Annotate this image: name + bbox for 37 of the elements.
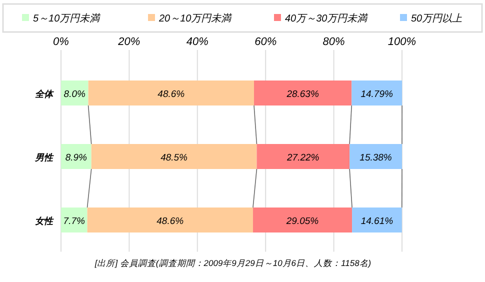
bar: [256, 144, 350, 169]
bar: [252, 208, 352, 232]
data-label: 14.61%: [360, 216, 394, 227]
bar: [352, 208, 402, 232]
x-tick-label: 40%: [186, 36, 209, 48]
legend-label: 5～10万円未満: [33, 12, 102, 24]
legend-label: 20～10万円未満: [158, 12, 234, 24]
data-label: 48.6%: [156, 216, 184, 227]
x-tick-label: 0%: [53, 36, 70, 48]
data-label: 14.79%: [360, 89, 394, 100]
text: [出所] 会員調査(調査期間：2009年9月29日～10月6日、人数：1158名): [94, 258, 372, 268]
legend-label: 40万～30万円未満: [285, 12, 370, 24]
x-tick-label: 60%: [254, 36, 277, 48]
bar: [88, 80, 254, 106]
bar: [87, 208, 253, 232]
y-tick-label: 男性: [34, 152, 54, 162]
y-tick-label: 女性: [35, 216, 54, 226]
legend-label: 50万円以上: [411, 12, 462, 24]
data-label: 28.63%: [286, 89, 320, 100]
x-tick-label: 20%: [117, 36, 140, 48]
data-label: 15.38%: [360, 152, 392, 164]
y-tick-label: 全体: [35, 89, 55, 99]
data-label: 48.6%: [158, 89, 186, 100]
bar: [350, 144, 402, 169]
bar: [61, 208, 88, 232]
data-label: 29.05%: [285, 216, 320, 227]
data-label: 8.9%: [65, 152, 88, 164]
bar: [352, 80, 402, 106]
bar: [91, 144, 257, 169]
data-label: 8.0%: [64, 89, 86, 100]
bar: [254, 80, 352, 106]
x-tick-label: 80%: [322, 36, 346, 48]
data-label: 27.22%: [286, 152, 320, 164]
x-tick-label: 100%: [388, 36, 416, 48]
bar: [61, 144, 92, 169]
data-label: 7.7%: [63, 216, 86, 227]
data-label: 48.5%: [160, 152, 188, 164]
